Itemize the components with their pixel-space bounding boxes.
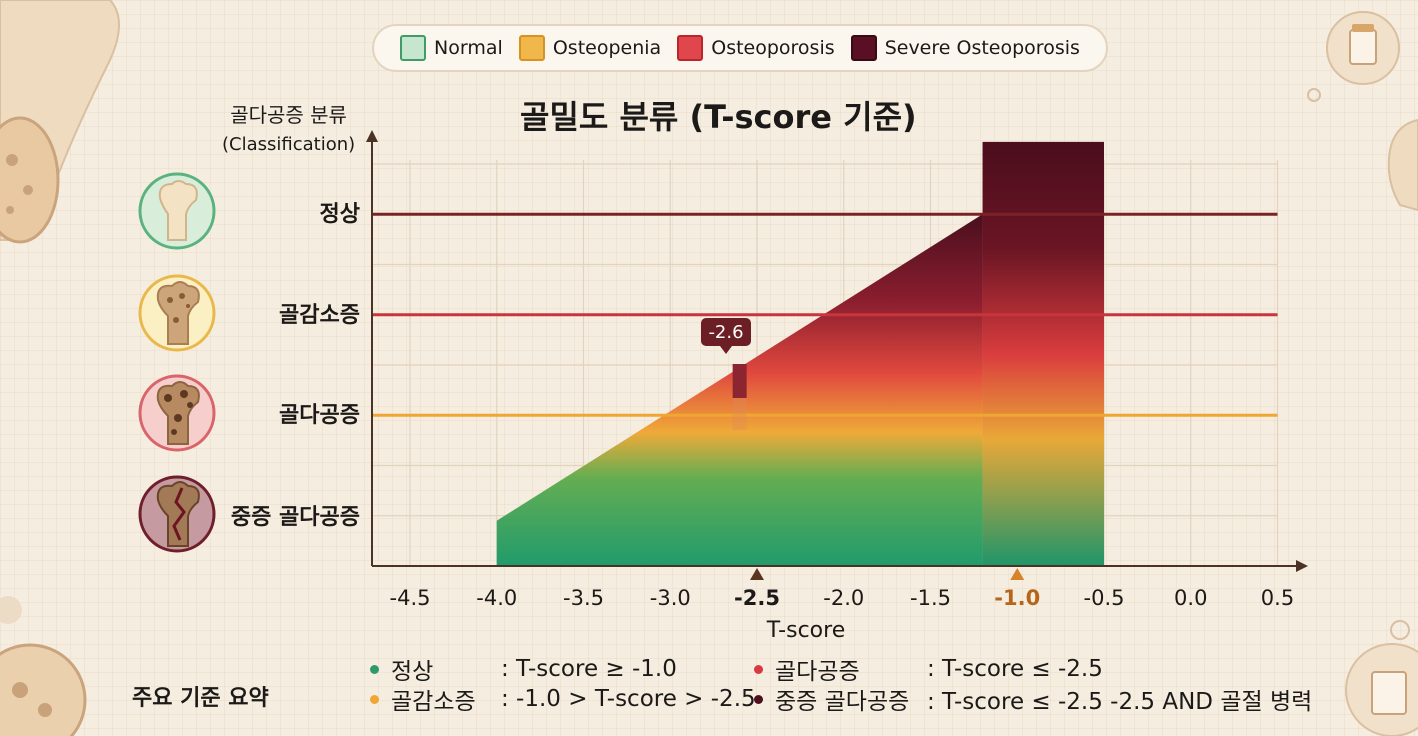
highlight-marker xyxy=(732,364,747,398)
osteoporosis-bone-icon xyxy=(138,374,216,452)
bullet-dot xyxy=(370,664,379,674)
criteria-rule: : T-score ≤ -2.5 xyxy=(927,656,1103,682)
criteria-name: 정상 xyxy=(391,659,434,685)
normal-bone-icon xyxy=(138,172,216,250)
y-axis-arrow-icon xyxy=(366,130,378,142)
x-axis-arrow-icon xyxy=(1296,560,1308,572)
legend: Normal Osteopenia Osteoporosis Severe Os… xyxy=(372,24,1108,72)
legend-item-osteoporosis: Osteoporosis xyxy=(677,35,835,61)
y-axis-title: 골다공증 분류 (Classification) xyxy=(222,100,355,160)
criteria-rule: : T-score ≤ -2.5 -2.5 AND 골절 병력 xyxy=(927,689,1313,715)
legend-item-normal: Normal xyxy=(400,35,503,61)
y-axis-title-sub: (Classification) xyxy=(222,134,356,155)
legend-item-severe-osteoporosis: Severe Osteoporosis xyxy=(850,35,1080,61)
criteria-severe: 중증 골다공증 : T-score ≤ -2.5 -2.5 AND 골절 병력 xyxy=(754,682,1312,716)
emphasized-tick-marker-icon xyxy=(750,568,764,580)
x-tick-label: -3.0 xyxy=(649,586,691,610)
severity-block xyxy=(982,141,1104,566)
criteria-osteoporosis: 골다공증 : T-score ≤ -2.5 xyxy=(754,652,1103,686)
x-tick-label: 0.5 xyxy=(1260,586,1295,610)
x-tick-label: -3.5 xyxy=(563,586,604,610)
criteria-rule: : T-score ≥ -1.0 xyxy=(501,656,677,682)
criteria-name: 중증 골다공증 xyxy=(775,689,910,715)
x-tick-label: 0.0 xyxy=(1174,586,1208,610)
x-tick-label: -4.0 xyxy=(476,586,518,610)
highlight-marker-fade xyxy=(732,398,747,430)
bullet-dot xyxy=(754,694,763,704)
bullet-dot xyxy=(754,664,763,674)
bullet-dot xyxy=(370,694,379,704)
x-tick-label: -4.5 xyxy=(389,586,431,610)
x-tick-label: -0.5 xyxy=(1083,586,1125,610)
criteria-osteopenia: 골감소증 : -1.0 > T-score > -2.5 xyxy=(370,682,756,716)
legend-label: Osteoporosis xyxy=(711,37,835,59)
x-axis-title: T-score xyxy=(766,618,846,643)
legend-swatch-osteoporosis xyxy=(677,35,704,61)
legend-label: Severe Osteoporosis xyxy=(884,37,1080,59)
criteria-name: 골감소증 xyxy=(391,689,476,715)
highlight-callout: -2.6 xyxy=(701,318,751,354)
legend-label: Osteopenia xyxy=(552,37,662,59)
legend-swatch-severe xyxy=(850,35,877,61)
legend-label: Normal xyxy=(434,37,503,59)
osteopenia-bone-icon xyxy=(138,274,216,352)
criteria-rule: : -1.0 > T-score > -2.5 xyxy=(501,686,756,712)
category-label-osteoporosis: 골다공증 xyxy=(279,403,360,428)
legend-item-osteopenia: Osteopenia xyxy=(518,35,662,61)
x-tick-label: -2.0 xyxy=(823,586,865,610)
legend-swatch-osteopenia xyxy=(518,35,545,61)
summary-title: 주요 기준 요약 xyxy=(132,686,269,711)
chart-title: 골밀도 분류 (T-score 기준) xyxy=(520,98,917,136)
criteria-normal: 정상 : T-score ≥ -1.0 xyxy=(370,652,677,686)
category-label-normal: 정상 xyxy=(319,202,360,227)
legend-swatch-normal xyxy=(400,35,427,61)
criteria-name: 골다공증 xyxy=(775,659,860,685)
x-tick-label: -1.0 xyxy=(994,586,1041,610)
severe-osteoporosis-bone-icon xyxy=(138,475,216,553)
x-tick-label: -1.5 xyxy=(910,586,951,610)
category-label-osteopenia: 골감소증 xyxy=(279,303,360,328)
emphasized-tick-marker-icon xyxy=(1010,568,1025,580)
x-tick-label: -2.5 xyxy=(734,586,780,610)
category-label-severe: 중증 골다공증 xyxy=(230,505,360,530)
y-axis-title-main: 골다공증 분류 xyxy=(230,103,347,127)
